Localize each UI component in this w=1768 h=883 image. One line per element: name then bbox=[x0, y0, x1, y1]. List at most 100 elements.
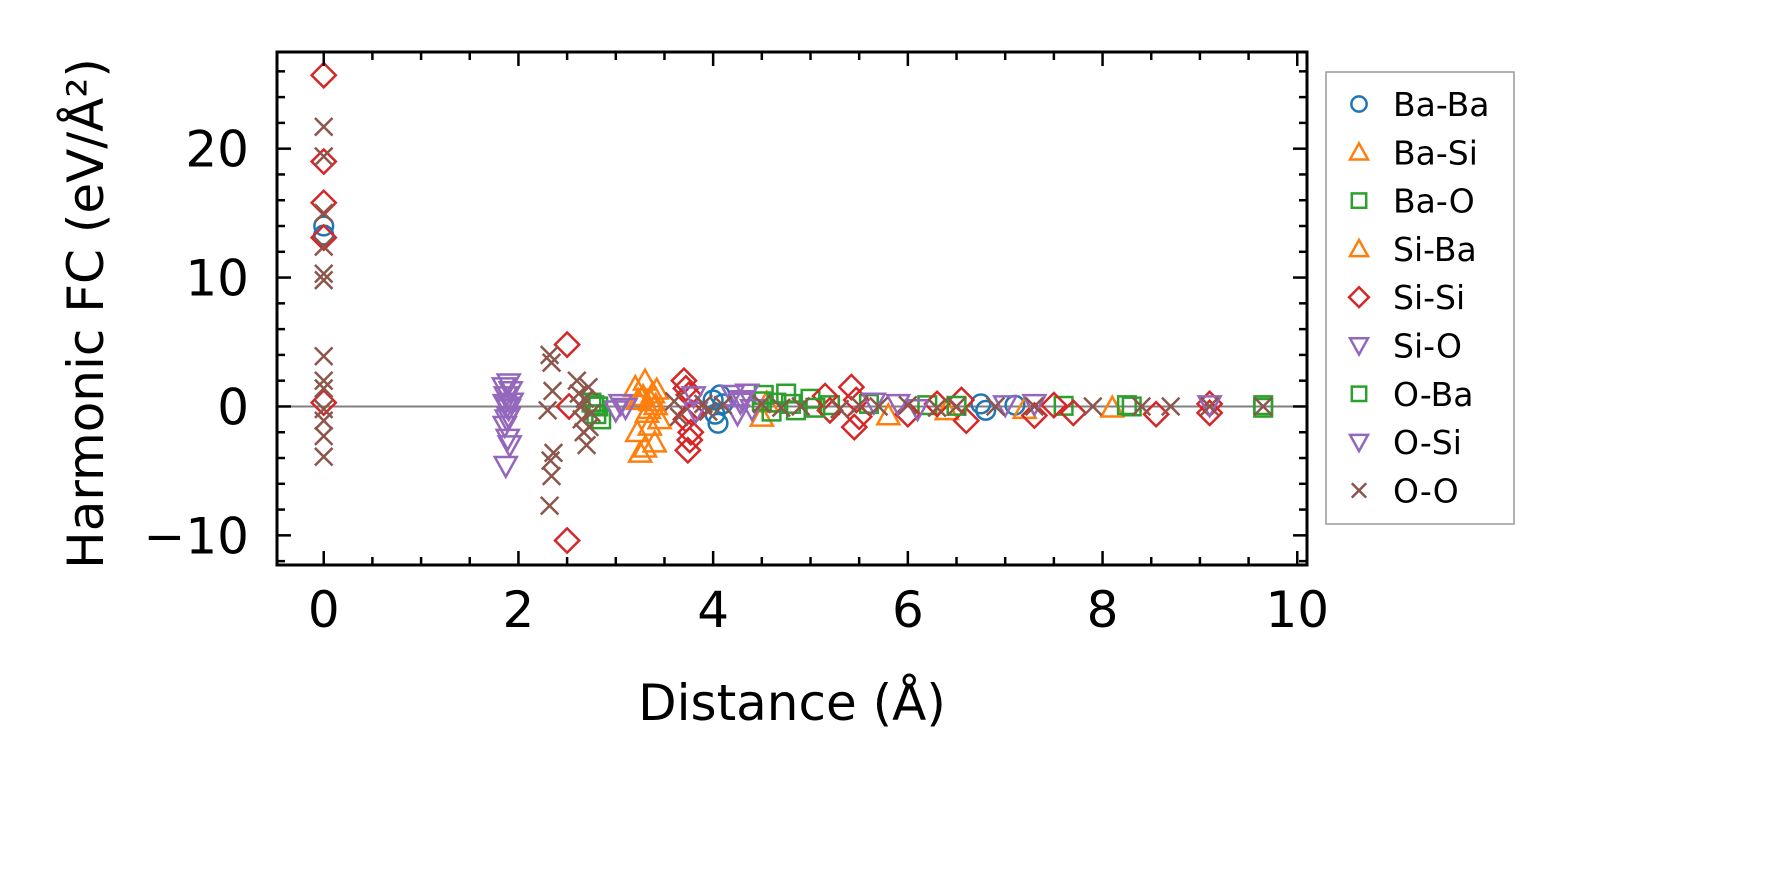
data-point bbox=[975, 399, 997, 421]
data-point bbox=[1083, 396, 1103, 417]
legend-marker bbox=[1350, 95, 1368, 113]
data-point bbox=[992, 395, 1019, 419]
data-point bbox=[541, 352, 562, 373]
x-tick-label: 10 bbox=[1265, 581, 1329, 639]
data-point bbox=[875, 401, 902, 426]
legend-marker bbox=[1350, 192, 1368, 210]
data-point bbox=[576, 435, 597, 455]
data-point bbox=[952, 406, 981, 435]
data-point bbox=[752, 394, 772, 414]
legend-marker bbox=[1347, 433, 1371, 454]
data-point bbox=[898, 395, 918, 415]
legend-marker bbox=[1347, 285, 1371, 309]
data-point bbox=[537, 400, 558, 421]
y-axis-label: Harmonic FC (eV/Å²) bbox=[57, 58, 115, 569]
data-point bbox=[707, 412, 729, 434]
data-point bbox=[309, 188, 338, 217]
data-point bbox=[738, 398, 766, 423]
x-tick-label: 0 bbox=[308, 581, 340, 639]
data-point bbox=[579, 417, 600, 437]
data-point bbox=[553, 330, 581, 359]
data-point bbox=[624, 418, 651, 443]
data-point bbox=[1196, 395, 1223, 419]
data-point bbox=[791, 396, 811, 417]
data-point bbox=[635, 395, 663, 420]
data-point bbox=[1059, 399, 1088, 427]
data-point bbox=[314, 426, 334, 446]
data-point bbox=[719, 384, 746, 409]
data-point bbox=[497, 380, 524, 405]
data-point bbox=[1040, 391, 1068, 420]
y-tick-label: 20 bbox=[185, 121, 249, 179]
series-si-si bbox=[309, 61, 1224, 555]
data-point bbox=[1021, 393, 1048, 418]
data-point bbox=[771, 398, 791, 418]
series-o-ba bbox=[584, 392, 1142, 418]
series-o-si bbox=[491, 392, 754, 423]
data-point bbox=[607, 393, 634, 418]
legend-marker bbox=[1347, 140, 1371, 161]
data-point bbox=[495, 373, 522, 397]
data-point bbox=[542, 381, 563, 401]
data-point bbox=[1161, 396, 1181, 417]
x-axis-label: Distance (Å) bbox=[638, 674, 946, 732]
data-point bbox=[1024, 396, 1045, 417]
data-point bbox=[540, 450, 561, 471]
data-point bbox=[946, 396, 967, 417]
data-point bbox=[724, 404, 751, 428]
legend-label: Si-O bbox=[1393, 327, 1462, 366]
legend-marker bbox=[1350, 385, 1368, 403]
data-point bbox=[1253, 395, 1274, 416]
data-point bbox=[837, 373, 866, 401]
data-point bbox=[669, 407, 689, 427]
data-point bbox=[612, 397, 639, 422]
data-point bbox=[636, 412, 663, 436]
data-point bbox=[1142, 400, 1170, 429]
data-point bbox=[309, 223, 338, 252]
data-point bbox=[1199, 396, 1220, 417]
data-point bbox=[1195, 399, 1224, 427]
legend-label: Ba-O bbox=[1393, 182, 1475, 221]
data-point bbox=[314, 146, 334, 167]
data-point bbox=[748, 403, 775, 427]
data-point bbox=[553, 526, 581, 555]
data-point bbox=[309, 147, 338, 176]
data-point bbox=[492, 455, 519, 480]
legend-label: Ba-Ba bbox=[1393, 85, 1489, 124]
legend-marker bbox=[1347, 237, 1371, 258]
data-point bbox=[314, 236, 334, 257]
x-tick-label: 4 bbox=[697, 581, 729, 639]
data-point bbox=[631, 434, 659, 458]
data-point bbox=[805, 397, 826, 418]
data-point bbox=[680, 386, 707, 410]
data-point bbox=[713, 395, 733, 415]
data-point bbox=[698, 401, 718, 422]
y-tick-label: 0 bbox=[217, 378, 249, 436]
legend-label: Si-Si bbox=[1393, 278, 1465, 317]
data-point bbox=[727, 392, 754, 417]
data-point bbox=[495, 398, 522, 423]
legend-marker bbox=[1350, 482, 1368, 499]
data-point bbox=[639, 379, 666, 404]
data-point bbox=[676, 418, 705, 447]
data-point bbox=[884, 393, 912, 418]
data-point bbox=[1020, 401, 1049, 430]
series-o-o bbox=[314, 117, 1273, 516]
data-point bbox=[314, 117, 334, 137]
data-point bbox=[584, 395, 605, 416]
data-point bbox=[309, 61, 338, 90]
data-point bbox=[314, 447, 334, 467]
data-point bbox=[314, 410, 334, 431]
data-point bbox=[539, 496, 560, 516]
data-point bbox=[849, 395, 869, 415]
data-point bbox=[985, 396, 1006, 417]
data-point bbox=[591, 409, 612, 430]
y-tick-label: 10 bbox=[185, 250, 249, 308]
data-point bbox=[309, 388, 338, 417]
plot-frame bbox=[275, 50, 1309, 567]
data-point bbox=[642, 391, 669, 416]
data-point bbox=[539, 345, 560, 365]
data-point bbox=[541, 466, 562, 486]
data-point bbox=[868, 396, 889, 417]
